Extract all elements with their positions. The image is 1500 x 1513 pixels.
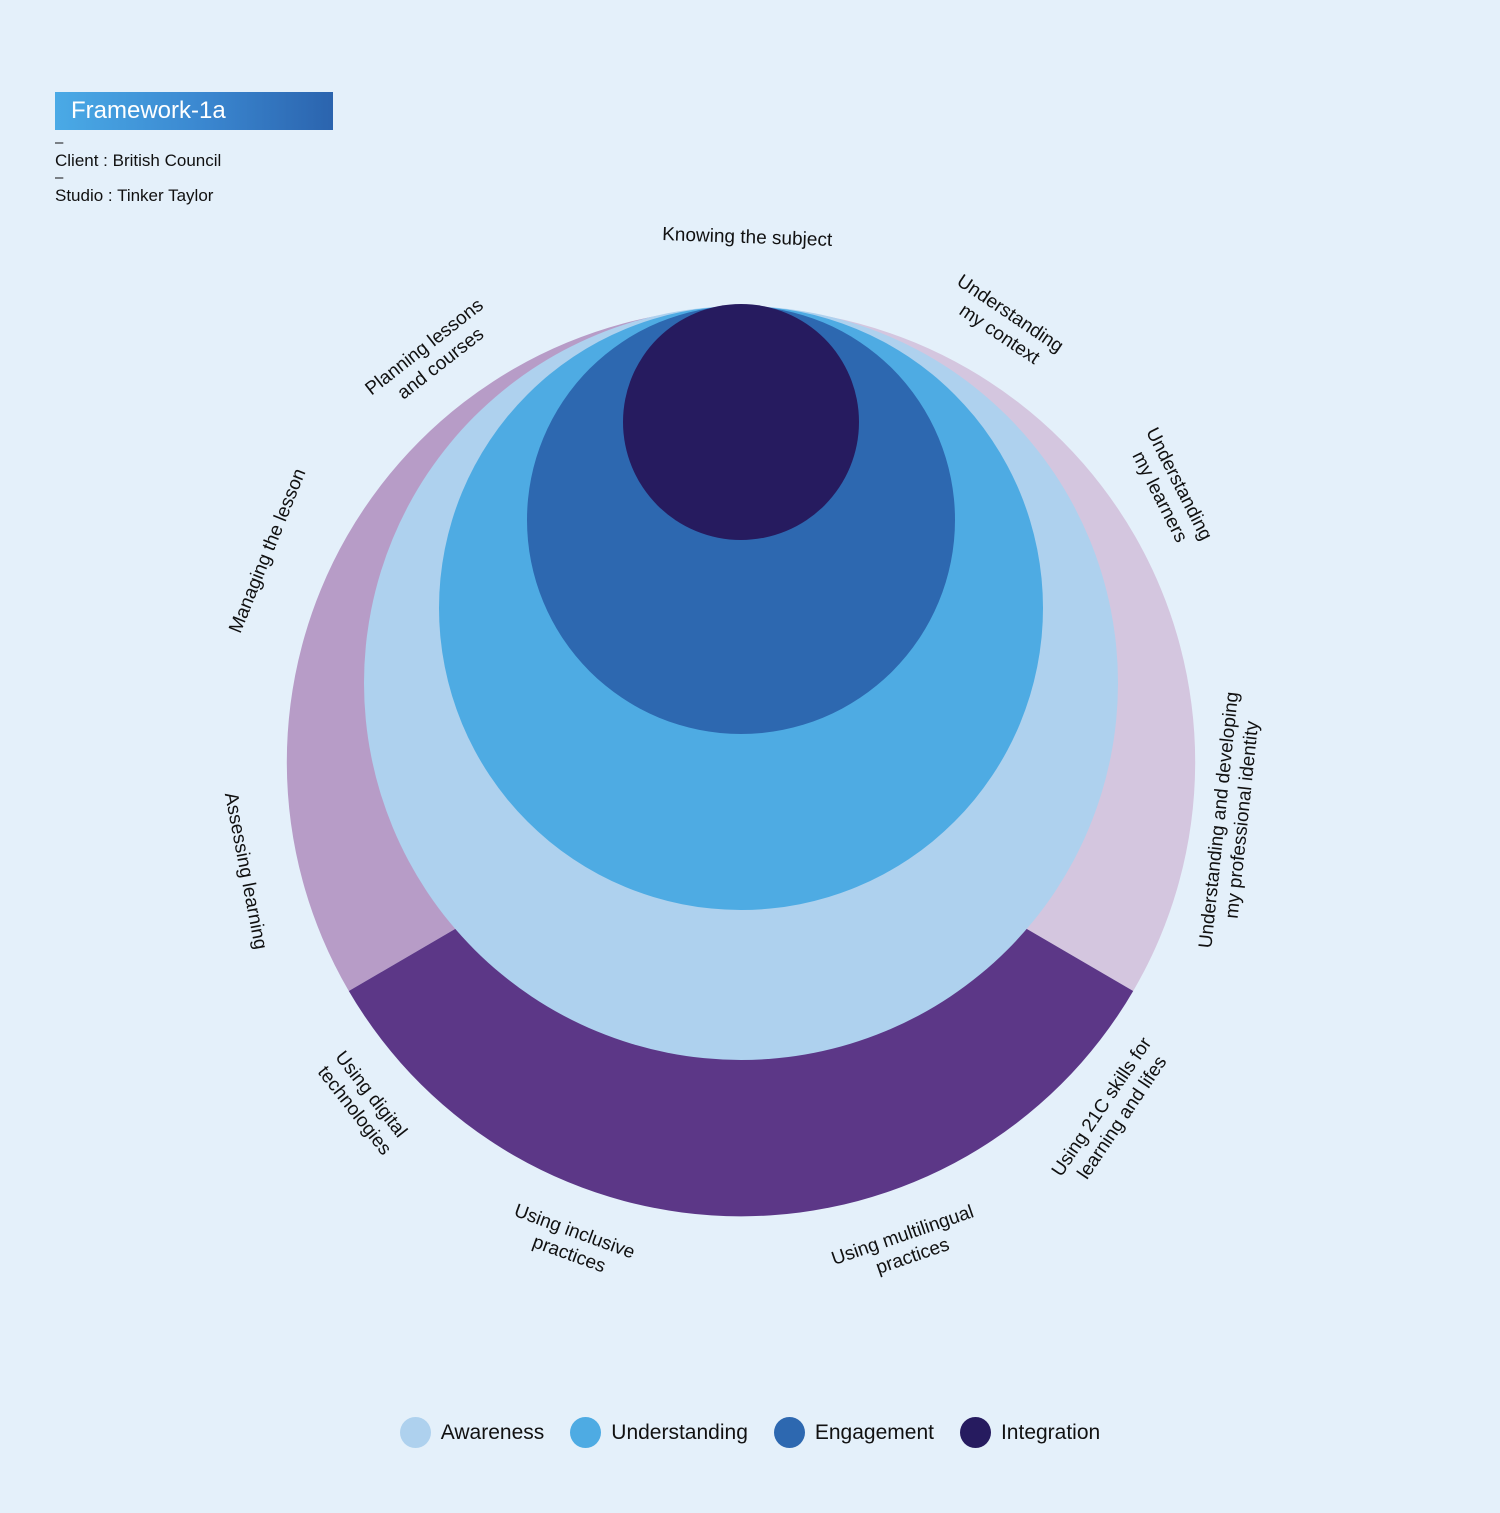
segment-assessing-learning: Assessing learning [220, 791, 271, 952]
integration-circle [623, 304, 859, 540]
segment-professional-identity: Understanding and developing my professi… [1195, 686, 1266, 952]
legend: Awareness Understanding Engagement Integ… [0, 1417, 1500, 1448]
segment-understanding-my-context: Understanding my context [940, 271, 1071, 380]
legend-label: Understanding [611, 1420, 748, 1444]
legend-item-understanding: Understanding [570, 1417, 748, 1448]
legend-label: Integration [1000, 1420, 1101, 1444]
dash-separator: – [55, 169, 64, 186]
legend-swatch-engagement [773, 1417, 805, 1448]
segment-knowing-the-subject: Knowing the subject [662, 224, 833, 251]
legend-swatch-integration [959, 1417, 991, 1448]
studio-label: Studio : Tinker Taylor [55, 186, 214, 205]
segment-multilingual-practices: Using multilingual practices [829, 1200, 989, 1292]
legend-swatch-awareness [399, 1417, 431, 1448]
segment-managing-the-lesson: Managing the lesson [225, 466, 310, 636]
legend-swatch-understanding [570, 1417, 602, 1448]
segment-inclusive-practices: Using inclusive practices [503, 1200, 642, 1286]
legend-item-awareness: Awareness [399, 1417, 545, 1448]
framework-badge: Framework-1a [55, 92, 333, 130]
dash-separator: – [55, 134, 64, 151]
legend-label: Awareness [440, 1420, 545, 1444]
legend-label: Engagement [814, 1420, 934, 1444]
meta-info: – Client : British Council – Studio : Ti… [55, 134, 333, 206]
segment-digital-technologies: Using digital technologies [312, 1047, 414, 1160]
legend-item-engagement: Engagement [773, 1417, 934, 1448]
legend-item-integration: Integration [959, 1417, 1101, 1448]
header: Framework-1a – Client : British Council … [55, 92, 333, 206]
client-label: Client : British Council [55, 151, 222, 170]
